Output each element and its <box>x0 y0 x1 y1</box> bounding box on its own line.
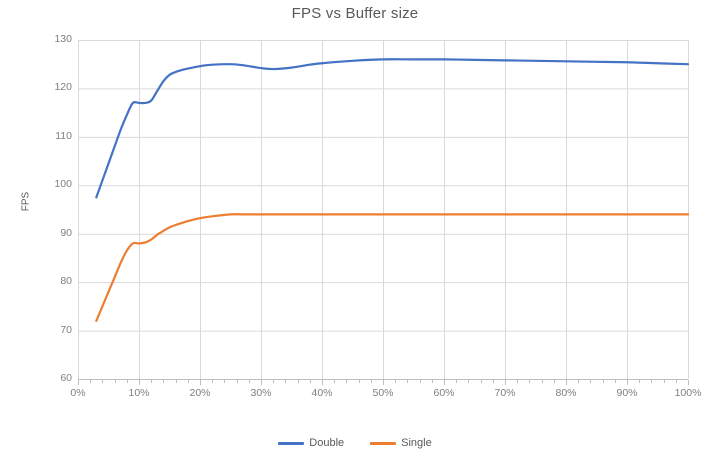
x-axis-tick-label: 20% <box>189 387 211 399</box>
series-lines <box>95 58 690 322</box>
y-axis-tick-label: 110 <box>55 129 72 142</box>
x-axis-tick-label: 90% <box>616 387 638 399</box>
x-axis-tick-label: 0% <box>70 387 86 399</box>
y-axis-tick-label: 80 <box>60 275 72 288</box>
y-axis-tick-label: 90 <box>60 226 72 239</box>
y-axis-tick-label: 60 <box>60 372 72 384</box>
legend-swatch-icon <box>278 441 305 445</box>
y-axis-tick-label: 70 <box>60 323 72 336</box>
legend-label: Double <box>309 437 345 449</box>
x-axis-minor-ticks <box>78 380 689 385</box>
x-axis-tick-label: 10% <box>128 387 150 399</box>
x-axis-tick-label: 30% <box>250 387 272 399</box>
legend-item-single[interactable]: Single <box>370 437 432 449</box>
y-axis-tick-label: 130 <box>54 33 72 45</box>
legend-label: Single <box>401 437 432 449</box>
series-line-double <box>95 58 690 199</box>
x-axis-tick-label: 50% <box>372 387 394 399</box>
chart-title: FPS vs Buffer size <box>291 5 419 22</box>
series-line-single <box>95 213 690 322</box>
x-axis-tick-label: 40% <box>311 387 333 399</box>
x-axis-tick-label: 60% <box>433 387 455 399</box>
y-axis-tick-label: 100 <box>54 178 72 191</box>
x-axis-tick-label: 70% <box>494 387 516 399</box>
chart-legend: Double Single <box>0 437 710 449</box>
x-axis-tick-label: 80% <box>555 387 577 399</box>
legend-swatch-icon <box>370 441 397 445</box>
y-axis-tick-label: 120 <box>54 81 72 94</box>
grid-lines <box>78 40 689 380</box>
legend-item-double[interactable]: Double <box>278 437 344 449</box>
x-axis-tick-label: 100% <box>674 387 702 399</box>
